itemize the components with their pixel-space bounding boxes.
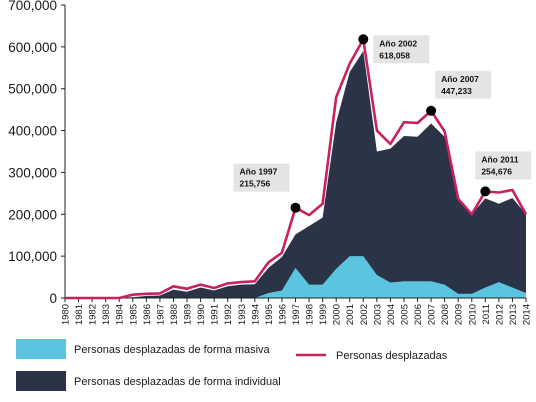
x-tick-label: 1981 [74,304,85,325]
annotation-year: Año 1997 [240,167,278,177]
annotation-2011: Año 2011 254,676 [475,151,532,197]
annotation-year: Año 2007 [441,74,479,84]
y-tick-label: 500,000 [8,82,57,97]
x-tick-label: 1988 [169,304,180,325]
x-tick-label: 2007 [427,304,438,325]
x-tick-label: 2012 [494,304,505,325]
x-tick-label: 2013 [508,304,519,325]
x-tick-label: 2008 [440,304,451,325]
peak-marker [290,202,301,213]
x-tick-label: 2000 [332,304,343,325]
legend-item: Personas desplazadas de forma individual [16,371,281,391]
annotation-box [373,35,430,64]
x-tick-label: 2003 [372,304,383,325]
x-tick-label: 1990 [196,304,207,325]
annotation-2002: Año 2002 618,058 [358,34,430,64]
x-tick-label: 1983 [101,304,112,325]
y-tick-label: 0 [49,291,57,306]
x-tick-label: 2009 [454,304,465,325]
legend-swatch [16,371,66,391]
peak-marker [358,34,369,45]
x-tick-label: 2001 [345,304,356,325]
legend-label: Personas desplazadas [336,350,448,362]
x-tick-label: 1998 [305,304,316,325]
annotation-2007: Año 2007 447,233 [426,70,492,116]
x-tick-label: 1999 [318,304,329,325]
annotation-1997: Año 1997 215,756 [233,163,301,213]
legend-layer: Personas desplazadas de forma masiva Pers… [16,339,448,391]
annotation-box [233,163,290,192]
peak-marker [426,105,437,116]
x-tick-label: 1989 [183,304,194,325]
x-tick-label: 1984 [115,304,126,325]
area-masiva [65,256,526,298]
annotation-year: Año 2002 [379,38,417,48]
x-tick-label: 1982 [88,304,99,325]
x-tick-label: 2006 [413,304,424,325]
y-tick-label: 100,000 [8,249,57,264]
annotation-year: Año 2011 [481,154,519,164]
annotation-box [435,70,492,99]
x-tick-label: 1995 [264,304,275,325]
legend-label: Personas desplazadas de forma individual [74,376,281,388]
legend-swatch [16,339,66,359]
x-tick-label: 1997 [291,304,302,325]
legend-item: Personas desplazadas [296,350,448,362]
annotation-layer: Año 1997 215,756 Año 2002 618,058 Año 2007 44… [233,34,532,213]
x-tick-label: 1987 [155,304,166,325]
annotation-value: 254,676 [481,166,512,176]
legend-label: Personas desplazadas de forma masiva [74,344,271,356]
x-tick-label: 2002 [359,304,370,325]
legend-item: Personas desplazadas de forma masiva [16,339,271,359]
axes-layer: 0 100,000 200,000 300,000 400,000 500,000 600,… [8,0,532,325]
x-tick-label: 1986 [142,304,153,325]
y-tick-label: 600,000 [8,40,57,55]
x-tick-label: 1994 [250,304,261,325]
x-tick-label: 1996 [277,304,288,325]
x-tick-label: 2005 [400,304,411,325]
area-individual [65,51,526,298]
x-tick-label: 1980 [61,304,72,325]
y-tick-label: 400,000 [8,124,57,139]
annotation-value: 618,058 [379,50,410,60]
x-tick-label: 1985 [128,304,139,325]
y-tick-label: 200,000 [8,207,57,222]
peak-marker [480,186,491,197]
x-tick-label: 2010 [467,304,478,325]
x-tick-label: 2014 [522,304,533,325]
area-layer [65,51,526,298]
annotation-value: 215,756 [240,179,271,189]
x-tick-label: 2004 [386,304,397,325]
x-tick-label: 1993 [237,304,248,325]
annotation-box [475,151,532,180]
x-tick-label: 1991 [210,304,221,325]
y-tick-label: 700,000 [8,0,57,13]
y-tick-label: 300,000 [8,165,57,180]
annotation-value: 447,233 [441,86,472,96]
x-tick-label: 1992 [223,304,234,325]
x-tick-label: 2011 [481,304,492,324]
